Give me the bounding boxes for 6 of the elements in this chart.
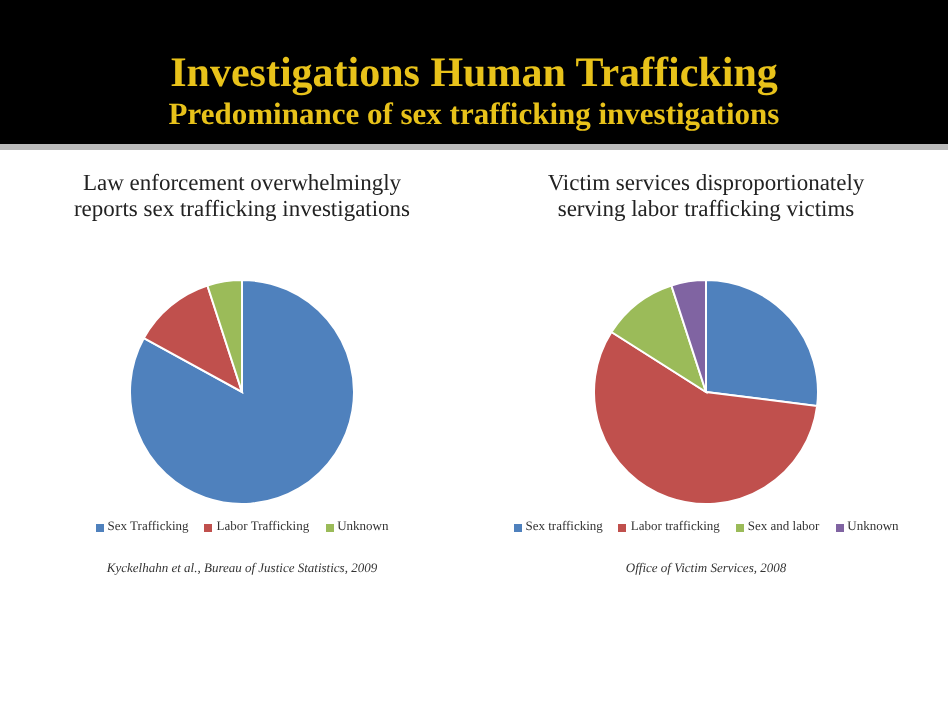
chart-title: Law enforcement overwhelmingly reports sex trafficking investigations — [71, 172, 413, 226]
pie-slice — [129, 279, 355, 505]
text: Predominance of sex trafficking investigations — [166, 96, 782, 136]
pie-slice — [142, 284, 243, 393]
chart-title: Victim services disproportionately serving labor trafficking victims — [545, 172, 867, 226]
text: Investigations Human Trafficking — [168, 48, 780, 96]
